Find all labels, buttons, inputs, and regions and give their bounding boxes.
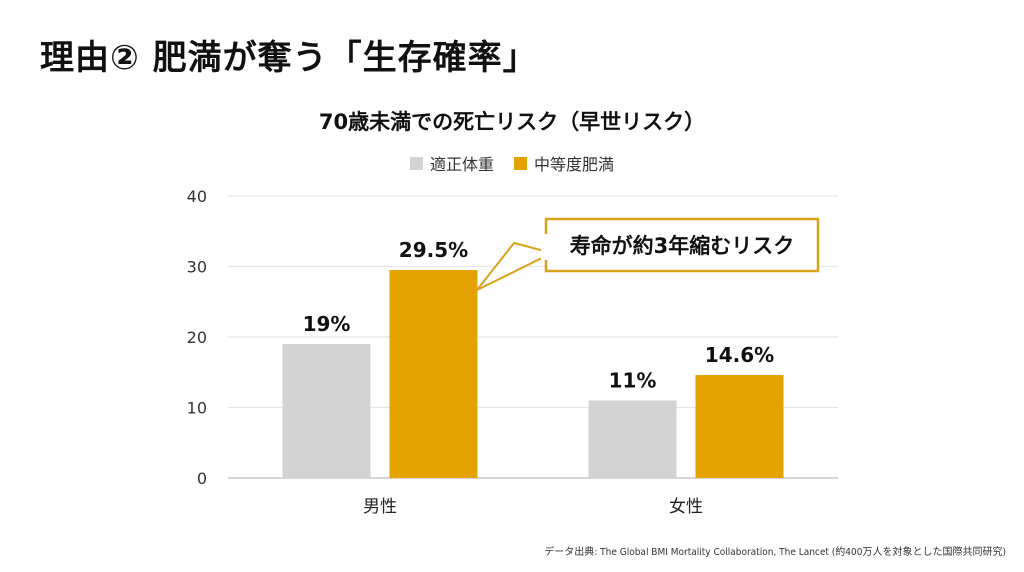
data-label-female-moderate-obesity: 14.6% bbox=[705, 343, 774, 367]
slide-title: 理由② 肥満が奪う「生存確率」 bbox=[40, 38, 538, 78]
y-tick-label: 10 bbox=[187, 399, 207, 418]
x-category-label-female: 女性 bbox=[669, 497, 703, 517]
data-label-female-normal-weight: 11% bbox=[609, 368, 657, 392]
legend-label-moderate-obesity: 中等度肥満 bbox=[534, 155, 615, 174]
callout-pointer bbox=[476, 242, 553, 291]
y-tick-label: 40 bbox=[187, 187, 207, 206]
legend-swatch-moderate-obesity bbox=[514, 156, 527, 170]
y-tick-label: 0 bbox=[197, 469, 207, 488]
y-tick-label: 30 bbox=[187, 258, 207, 277]
legend-label-normal-weight: 適正体重 bbox=[429, 155, 494, 174]
legend-item-normal-weight: 適正体重 bbox=[409, 151, 494, 175]
bar-female-moderate-obesity bbox=[695, 375, 784, 478]
bar-male-moderate-obesity bbox=[389, 270, 478, 478]
callout-text: 寿命が約3年縮むリスク bbox=[570, 234, 795, 258]
bar-male-normal-weight bbox=[282, 344, 371, 478]
legend-swatch-normal-weight bbox=[409, 156, 423, 170]
data-label-male-moderate-obesity: 29.5% bbox=[399, 238, 468, 262]
callout-pointer-mask bbox=[541, 234, 549, 260]
x-category-label-male: 男性 bbox=[363, 497, 397, 517]
chart-legend: 適正体重 中等度肥満 bbox=[0, 151, 1024, 175]
chart-title: 70歳未満での死亡リスク（早世リスク） bbox=[318, 110, 706, 134]
source-note: データ出典: The Global BMI Mortality Collabor… bbox=[544, 547, 1006, 558]
y-tick-label: 20 bbox=[187, 328, 207, 347]
legend-item-moderate-obesity: 中等度肥満 bbox=[514, 151, 614, 175]
bar-female-normal-weight bbox=[588, 400, 677, 478]
data-label-male-normal-weight: 19% bbox=[303, 312, 351, 336]
